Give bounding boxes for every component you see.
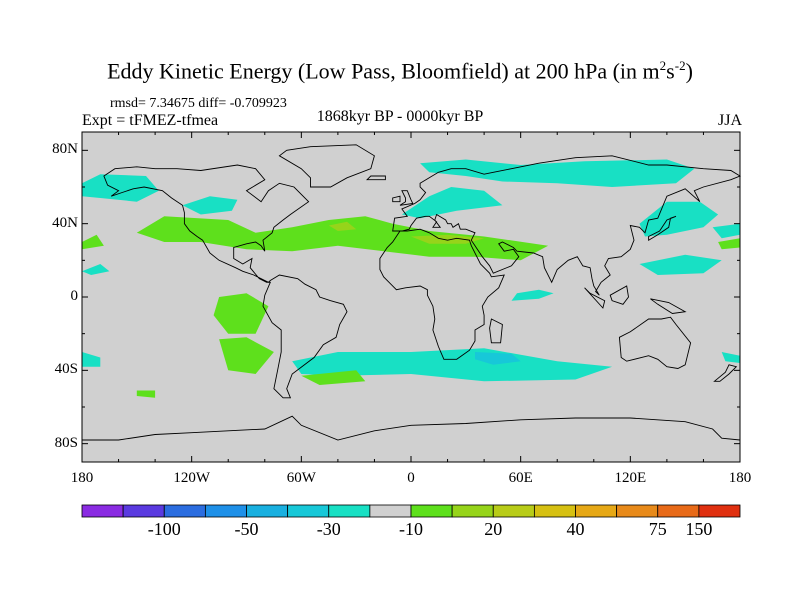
- colorbar-swatch: [122, 504, 165, 518]
- coastlines: [82, 144, 742, 441]
- colorbar-swatch: [410, 504, 453, 518]
- map-background: [82, 132, 740, 462]
- anomaly-region: [292, 348, 613, 382]
- anomaly-region: [712, 223, 740, 239]
- anomaly-region: [718, 238, 740, 250]
- colorbar-swatch: [204, 504, 247, 518]
- lon-label: 0: [407, 470, 415, 486]
- anomaly-region: [301, 370, 366, 385]
- anomaly-region: [475, 352, 521, 365]
- colorbar-swatch: [369, 504, 412, 518]
- map-title: Eddy Kinetic Energy (Low Pass, Bloomfiel…: [107, 58, 693, 84]
- season-label: JJA: [717, 112, 742, 129]
- coastline: [392, 195, 401, 203]
- colorbar-swatch: [657, 504, 700, 518]
- coastline: [650, 298, 687, 314]
- coastline: [392, 155, 742, 296]
- colorbar-label: 40: [566, 519, 585, 539]
- colorbar-swatch: [328, 504, 371, 518]
- coastline: [713, 364, 738, 382]
- colorbar-swatch: [698, 504, 741, 518]
- anomaly-region: [721, 352, 740, 363]
- lat-label: 40S: [54, 361, 78, 378]
- colorbar-swatch: [451, 504, 494, 518]
- anomaly-region: [511, 289, 554, 301]
- coastline: [366, 175, 386, 181]
- experiment-label: Expt = tFMEZ-tfmea: [82, 112, 219, 129]
- lon-label: 60E: [508, 470, 533, 486]
- colorbar-swatch: [287, 504, 330, 518]
- lon-label: 120E: [614, 470, 647, 486]
- anomaly-region: [182, 196, 238, 215]
- colorbar-label: 20: [484, 519, 503, 539]
- period-label: 1868kyr BP - 0000kyr BP: [316, 108, 484, 125]
- coastline: [489, 318, 503, 344]
- anomaly-region: [82, 352, 101, 367]
- colorbar: [81, 504, 741, 518]
- colorbar-label: 150: [685, 519, 713, 539]
- lat-label: 80S: [54, 434, 78, 451]
- colorbar-label: 75: [648, 519, 667, 539]
- colorbar-swatch: [575, 504, 618, 518]
- anomaly-region: [411, 234, 485, 244]
- colorbar-swatch: [616, 504, 659, 518]
- colorbar-swatch: [81, 504, 124, 518]
- coastline: [82, 415, 741, 441]
- colorbar-swatch: [246, 504, 289, 518]
- anomaly-region: [213, 293, 269, 334]
- anomaly-region: [82, 174, 159, 202]
- lat-label: 80N: [52, 141, 78, 158]
- lat-label: 0: [70, 288, 79, 304]
- colorbar-label: -10: [399, 519, 423, 539]
- lon-label: 180: [728, 470, 752, 486]
- lat-label: 40N: [52, 214, 78, 231]
- colorbar-swatch: [163, 504, 206, 518]
- anomaly-region: [82, 264, 110, 275]
- anomaly-region: [639, 201, 719, 237]
- coastline: [278, 144, 375, 188]
- anomaly-region: [136, 216, 549, 261]
- axis-ticks: [81, 132, 741, 462]
- coastline: [609, 285, 629, 305]
- anomaly-region: [639, 254, 722, 275]
- coastline: [618, 316, 692, 369]
- anomaly-region: [401, 187, 503, 219]
- anomaly-region: [328, 221, 357, 231]
- colorbar-swatch: [533, 504, 576, 518]
- coastline: [648, 215, 677, 241]
- stats-line: rmsd= 7.34675 diff= -0.709923: [110, 96, 287, 111]
- colorbar-label: -30: [316, 519, 341, 539]
- colorbar-swatch: [492, 504, 535, 518]
- colorbar-label: -50: [234, 519, 259, 539]
- coastline: [103, 164, 348, 399]
- anomaly-field: [82, 132, 740, 462]
- lon-label: 60W: [286, 470, 316, 486]
- anomaly-region: [420, 159, 695, 187]
- anomaly-region: [219, 337, 274, 374]
- coastline: [584, 287, 606, 309]
- coastline: [399, 190, 414, 206]
- colorbar-label: -100: [147, 519, 181, 539]
- anomaly-region: [82, 234, 104, 250]
- coastline: [379, 228, 505, 360]
- lon-label: 180: [70, 470, 94, 486]
- anomaly-region: [136, 390, 156, 398]
- lon-label: 120W: [173, 470, 210, 486]
